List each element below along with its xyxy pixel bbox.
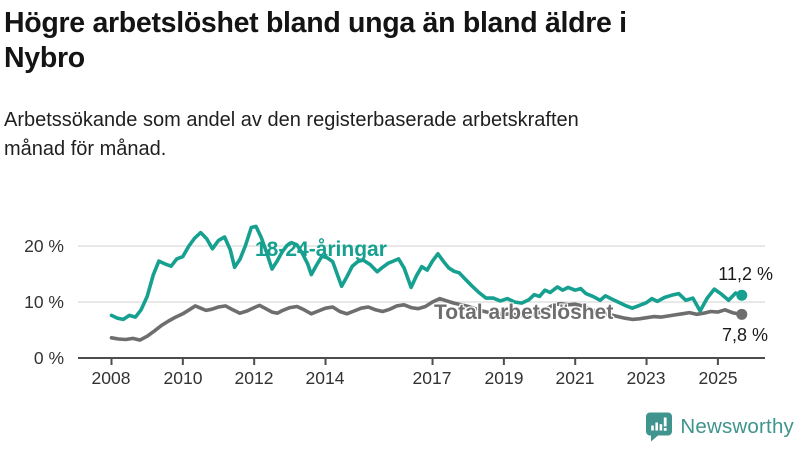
- page-subtitle: Arbetssökande som andel av den registerb…: [4, 108, 579, 160]
- end-value-youth: 11,2 %: [718, 264, 773, 284]
- x-tick-2008: 2008: [91, 368, 131, 388]
- series-line-1: [109, 296, 744, 342]
- newsworthy-bubble-icon: [646, 412, 673, 442]
- y-tick-20: 20 %: [24, 236, 64, 256]
- newsworthy-logo: Newsworthy: [645, 411, 794, 442]
- x-tick-2019: 2019: [484, 368, 524, 388]
- x-tick-2017: 2017: [412, 368, 452, 388]
- x-tick-2014: 2014: [305, 368, 345, 388]
- y-tick-10: 10 %: [24, 292, 64, 312]
- y-tick-0: 0 %: [33, 348, 64, 368]
- series-label-youth: 18-24-åringar: [255, 238, 387, 261]
- end-value-total: 7,8 %: [721, 325, 768, 345]
- x-tick-2012: 2012: [234, 368, 274, 388]
- x-tick-2023: 2023: [626, 368, 666, 388]
- x-tick-2025: 2025: [698, 368, 738, 388]
- end-dot-1: [736, 308, 748, 320]
- series-line-0: [109, 224, 744, 322]
- newsworthy-logo-text: Newsworthy: [680, 414, 794, 438]
- x-tick-2021: 2021: [555, 368, 595, 388]
- end-dot-0: [736, 289, 748, 301]
- chart-header: Högre arbetslöshet bland unga än bland ä…: [4, 0, 704, 164]
- x-tick-2010: 2010: [163, 368, 203, 388]
- page-title: Högre arbetslöshet bland unga än bland ä…: [4, 7, 627, 74]
- series-label-total: Total arbetslöshet: [434, 301, 614, 324]
